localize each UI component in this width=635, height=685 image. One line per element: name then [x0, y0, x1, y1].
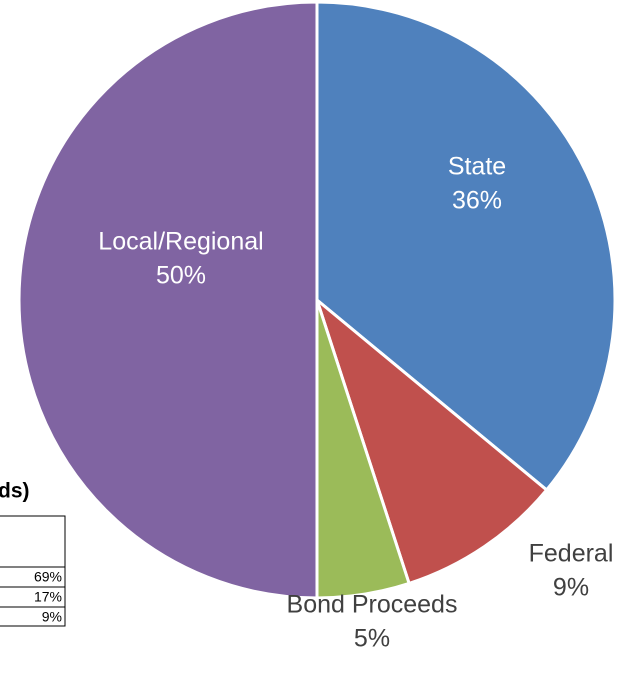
pie-slice — [17, 0, 319, 600]
slice-value: 5% — [354, 625, 390, 653]
slice-label: Bond Proceeds — [287, 591, 458, 619]
slice-value: 36% — [452, 187, 502, 215]
slice-label: Federal — [529, 540, 614, 568]
table-cell: 17% — [34, 589, 62, 605]
table-title: ds) — [0, 480, 30, 503]
slice-label: State — [448, 153, 506, 181]
slice-value: 9% — [553, 574, 589, 602]
pie — [17, 0, 617, 600]
table-cell: 69% — [34, 569, 62, 585]
table-cell: 9% — [42, 609, 62, 625]
pie-slice — [315, 298, 549, 585]
table-border — [0, 515, 66, 627]
slice-label: Local/Regional — [98, 228, 263, 256]
pie-slice — [315, 0, 617, 492]
labels: State 36% Federal 9% Bond Proceeds 5% Local/Re… — [98, 153, 613, 653]
table-fragment: ds) 69% 17% 9% — [0, 480, 66, 627]
slice-value: 50% — [156, 262, 206, 290]
